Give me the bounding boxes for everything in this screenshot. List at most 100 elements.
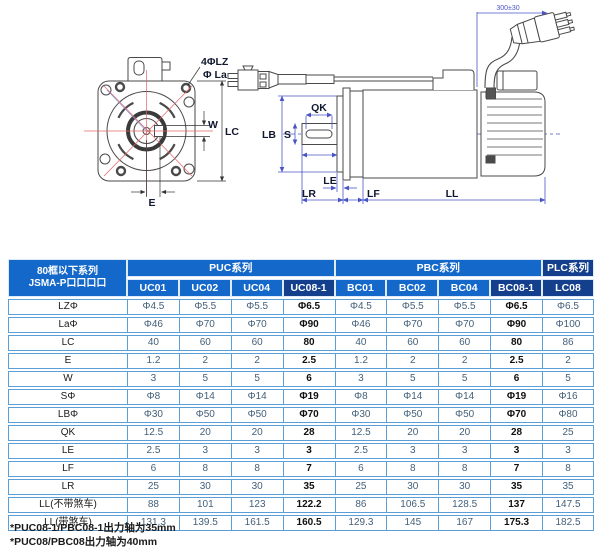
value-cell: 182.5	[542, 515, 594, 531]
value-cell: 60	[438, 335, 491, 351]
table-row: LZΦ Φ4.5 Φ5.5 Φ5.5 Φ6.5 Φ4.5 Φ5.5 Φ5.5 Φ6.5 Φ6.5	[8, 299, 594, 315]
value-cell: 6	[490, 371, 542, 387]
value-cell: 40	[334, 335, 387, 351]
value-cell: 20	[386, 425, 439, 441]
value-cell: 3	[282, 443, 335, 459]
table-row: LC 40 60 60 80 40 60 60 80 86	[8, 335, 594, 351]
model-header-cell: UC02	[178, 279, 231, 297]
value-cell: 2.5	[282, 353, 335, 369]
value-cell: 175.3	[490, 515, 542, 531]
value-cell: 5	[542, 371, 594, 387]
value-cell: 80	[490, 335, 542, 351]
value-cell: Φ90	[282, 317, 335, 333]
value-cell: 3	[127, 371, 179, 387]
value-cell: Φ50	[230, 407, 283, 423]
motor-body	[362, 89, 478, 179]
value-cell: Φ50	[438, 407, 491, 423]
value-cell: 60	[386, 335, 439, 351]
value-cell: 60	[178, 335, 231, 351]
footnote: *PUC08/PBC08出力轴为40mm	[10, 536, 158, 548]
value-cell: 3	[230, 443, 283, 459]
cable-plug	[509, 11, 575, 45]
value-cell: 12.5	[334, 425, 387, 441]
row-label: LL(不带煞车)	[8, 497, 127, 513]
value-cell: Φ46	[334, 317, 387, 333]
value-cell: 6	[334, 461, 387, 477]
value-cell: Φ70	[386, 317, 439, 333]
table-row: SΦ Φ8 Φ14 Φ14 Φ19 Φ8 Φ14 Φ14 Φ19 Φ16	[8, 389, 594, 405]
value-cell: 30	[386, 479, 439, 495]
value-cell: 20	[178, 425, 231, 441]
value-cell: 167	[438, 515, 491, 531]
table-header: 80框以下系列 JSMA-P口口口口 PUC系列 PBC系列 PLC系列 UC0…	[8, 259, 594, 297]
value-cell: 20	[230, 425, 283, 441]
value-cell: 25	[334, 479, 387, 495]
value-cell: 5	[178, 371, 231, 387]
row-label: W	[8, 371, 127, 387]
value-cell: 129.3	[334, 515, 387, 531]
label-qk: QK	[311, 102, 327, 114]
value-cell: Φ70	[490, 407, 542, 423]
value-cell: 86	[334, 497, 387, 513]
value-cell: Φ14	[178, 389, 231, 405]
series-title-line2: JSMA-P口口口口	[28, 278, 107, 289]
value-cell: Φ16	[542, 389, 594, 405]
value-cell: 3	[178, 443, 231, 459]
value-cell: 35	[282, 479, 335, 495]
encoder-connector	[432, 69, 475, 90]
model-header-cell: UC08-1	[282, 279, 335, 297]
value-cell: 6	[127, 461, 179, 477]
label-le: LE	[323, 175, 336, 187]
value-cell: 3	[386, 443, 439, 459]
value-cell: Φ46	[127, 317, 179, 333]
value-cell: Φ90	[490, 317, 542, 333]
value-cell: Φ14	[230, 389, 283, 405]
group-header-pbc: PBC系列	[334, 259, 542, 277]
value-cell: 30	[438, 479, 491, 495]
label-lb: LB	[262, 129, 276, 141]
label-cable-length: 300±30	[496, 5, 519, 12]
table-row: LBΦ Φ30 Φ50 Φ50 Φ70 Φ30 Φ50 Φ50 Φ70 Φ80	[8, 407, 594, 423]
value-cell: 1.2	[334, 353, 387, 369]
value-cell: 2.5	[127, 443, 179, 459]
value-cell: 147.5	[542, 497, 594, 513]
spec-table-container: 80框以下系列 JSMA-P口口口口 PUC系列 PBC系列 PLC系列 UC0…	[8, 257, 594, 533]
value-cell: 2.5	[490, 353, 542, 369]
model-header-cell: BC04	[438, 279, 491, 297]
value-cell: 8	[178, 461, 231, 477]
value-cell: 6	[282, 371, 335, 387]
model-header-cell: BC01	[334, 279, 387, 297]
value-cell: 8	[386, 461, 439, 477]
value-cell: 161.5	[230, 515, 283, 531]
value-cell: Φ70	[282, 407, 335, 423]
value-cell: 88	[127, 497, 179, 513]
model-header-cell: UC01	[127, 279, 179, 297]
value-cell: 139.5	[178, 515, 231, 531]
value-cell: 30	[178, 479, 231, 495]
value-cell: 5	[386, 371, 439, 387]
value-cell: Φ30	[334, 407, 387, 423]
row-label: LF	[8, 461, 127, 477]
value-cell: Φ19	[282, 389, 335, 405]
value-cell: 7	[282, 461, 335, 477]
value-cell: 8	[438, 461, 491, 477]
value-cell: 2	[178, 353, 231, 369]
encoder-cable	[227, 65, 433, 91]
value-cell: Φ50	[386, 407, 439, 423]
la-leader	[106, 89, 147, 132]
table-row: LaΦ Φ46 Φ70 Φ70 Φ90 Φ46 Φ70 Φ70 Φ90 Φ100	[8, 317, 594, 333]
value-cell: 35	[490, 479, 542, 495]
row-label: LZΦ	[8, 299, 127, 315]
row-label: SΦ	[8, 389, 127, 405]
value-cell: 3	[438, 443, 491, 459]
label-4lz: 4ΦLZ	[201, 56, 229, 68]
value-cell: 28	[490, 425, 542, 441]
value-cell: 28	[282, 425, 335, 441]
value-cell: 2.5	[334, 443, 387, 459]
value-cell: Φ4.5	[127, 299, 179, 315]
value-cell: Φ6.5	[542, 299, 594, 315]
row-label: LL(带煞车)	[8, 515, 127, 531]
model-header-cell: BC02	[386, 279, 439, 297]
value-cell: Φ70	[230, 317, 283, 333]
